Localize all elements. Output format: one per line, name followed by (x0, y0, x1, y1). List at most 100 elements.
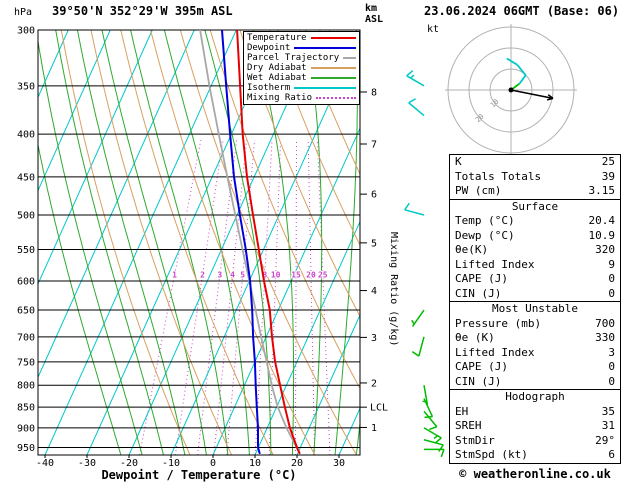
index-row: Temp (°C) 20.4 (450, 214, 620, 229)
svg-text:-30: -30 (78, 458, 96, 469)
index-section-header: Most Unstable (491, 302, 579, 315)
index-row: Totals Totals 39 (450, 170, 620, 185)
index-value: 0 (608, 374, 615, 388)
index-row: CIN (J) 0 (450, 375, 620, 390)
parcel-trajectory-curve (199, 30, 301, 454)
index-label: θe (K) (455, 331, 495, 344)
legend-item-label: Wet Adiabat (247, 73, 307, 83)
svg-text:600: 600 (17, 277, 35, 288)
svg-text:25: 25 (318, 270, 328, 279)
altitude-unit-label: km ASL (365, 3, 383, 25)
index-value: 9 (608, 257, 615, 271)
index-label: Temp (°C) (455, 214, 515, 227)
index-value: 330 (595, 331, 615, 344)
index-value: 10.9 (588, 228, 616, 242)
index-row: StmSpd (kt) 6 (450, 448, 620, 463)
index-label: θe(K) (455, 243, 489, 256)
index-section: Surface Temp (°C) 20.4 Dewp (°C) 10.9 θe(K) 32… (450, 198, 620, 302)
svg-text:4: 4 (371, 286, 377, 297)
svg-text:10: 10 (489, 98, 501, 110)
svg-text:1: 1 (172, 270, 177, 279)
svg-text:800: 800 (17, 381, 35, 392)
legend-item-label: Parcel Trajectory (247, 53, 340, 63)
svg-text:750: 750 (17, 357, 35, 368)
legend-item-swatch (310, 77, 356, 79)
index-label: Totals Totals (455, 169, 542, 183)
index-row: SREH 31 (450, 419, 620, 434)
index-row: Pressure (mb) 700 (450, 317, 620, 332)
svg-text:300: 300 (17, 26, 35, 37)
index-value: 700 (595, 316, 615, 330)
legend-item-label: Dry Adiabat (247, 63, 307, 73)
wet-adiabat-lines (38, 30, 360, 455)
indices-table: K 25 Totals Totals 39 PW (cm) 3.15 Surface Temp… (449, 154, 621, 464)
altitude-unit-km: km (365, 3, 378, 14)
index-value: 0 (608, 272, 615, 285)
index-label: EH (455, 404, 469, 418)
legend-item-swatch (316, 97, 356, 99)
legend-item-swatch (310, 67, 356, 69)
index-label: StmSpd (kt) (455, 448, 528, 461)
svg-text:0: 0 (210, 458, 216, 469)
index-label: Dewp (°C) (455, 228, 515, 242)
svg-text:10: 10 (249, 458, 261, 469)
index-value: 20.4 (588, 214, 616, 227)
station-location-title: 39°50'N 352°29'W 395m ASL (52, 4, 233, 18)
svg-text:15: 15 (291, 270, 301, 279)
legend-item: Isotherm (247, 83, 356, 93)
index-section: Hodograph EH 35 SREH 31 StmDir 29° StmSpd (kt) 6 (450, 389, 620, 463)
index-row: K 25 (450, 155, 620, 170)
index-row: Lifted Index 3 (450, 346, 620, 361)
index-value: 0 (608, 286, 615, 300)
index-row: θe(K) 320 (450, 243, 620, 258)
index-row: Lifted Index 9 (450, 258, 620, 273)
legend-item: Mixing Ratio (247, 93, 356, 103)
svg-text:6: 6 (371, 190, 377, 201)
svg-text:650: 650 (17, 306, 35, 317)
index-label: Pressure (mb) (455, 316, 542, 330)
legend-item-swatch (343, 57, 356, 59)
svg-text:1: 1 (371, 423, 377, 434)
index-label: Lifted Index (455, 345, 535, 359)
legend-item-label: Isotherm (247, 83, 291, 93)
index-section: Most Unstable Pressure (mb) 700 θe (K) 330 Li… (450, 301, 620, 389)
index-value: 25 (601, 155, 615, 168)
dry-adiabat-lines (60, 30, 360, 455)
svg-text:700: 700 (17, 332, 35, 343)
svg-text:10: 10 (271, 270, 281, 279)
axis-labels: 3003504004505005506006507007508008509009… (17, 26, 345, 470)
lcl-label: LCL (370, 403, 388, 414)
svg-text:30: 30 (333, 458, 345, 469)
index-label: CIN (J) (455, 374, 502, 388)
index-label: Lifted Index (455, 257, 535, 271)
legend-item: Dry Adiabat (247, 63, 356, 73)
svg-text:20: 20 (474, 112, 486, 124)
pressure-unit-label: hPa (14, 7, 33, 18)
index-row: CAPE (J) 0 (450, 272, 620, 287)
index-row: CAPE (J) 0 (450, 360, 620, 375)
svg-text:-40: -40 (36, 458, 54, 469)
index-row: EH 35 (450, 405, 620, 420)
index-label: CIN (J) (455, 286, 502, 300)
index-label: PW (cm) (455, 184, 502, 197)
index-row: PW (cm) 3.15 (450, 184, 620, 199)
svg-text:350: 350 (17, 81, 35, 92)
index-section-header: Surface (511, 199, 559, 213)
svg-text:4: 4 (230, 270, 235, 279)
index-label: SREH (455, 419, 482, 432)
index-row: θe (K) 330 (450, 331, 620, 346)
wind-barbs (404, 70, 445, 458)
index-label: CAPE (J) (455, 272, 508, 285)
index-value: 320 (595, 243, 615, 256)
svg-text:20: 20 (291, 458, 303, 469)
legend-box: Temperature Dewpoint Parcel Trajectory Dry … (243, 31, 360, 105)
svg-text:8: 8 (262, 270, 267, 279)
legend-item-swatch (294, 47, 356, 49)
legend-item-label: Temperature (247, 33, 307, 43)
svg-text:450: 450 (17, 172, 35, 183)
svg-text:2: 2 (200, 270, 205, 279)
svg-text:950: 950 (17, 443, 35, 454)
index-value: 31 (601, 419, 615, 432)
